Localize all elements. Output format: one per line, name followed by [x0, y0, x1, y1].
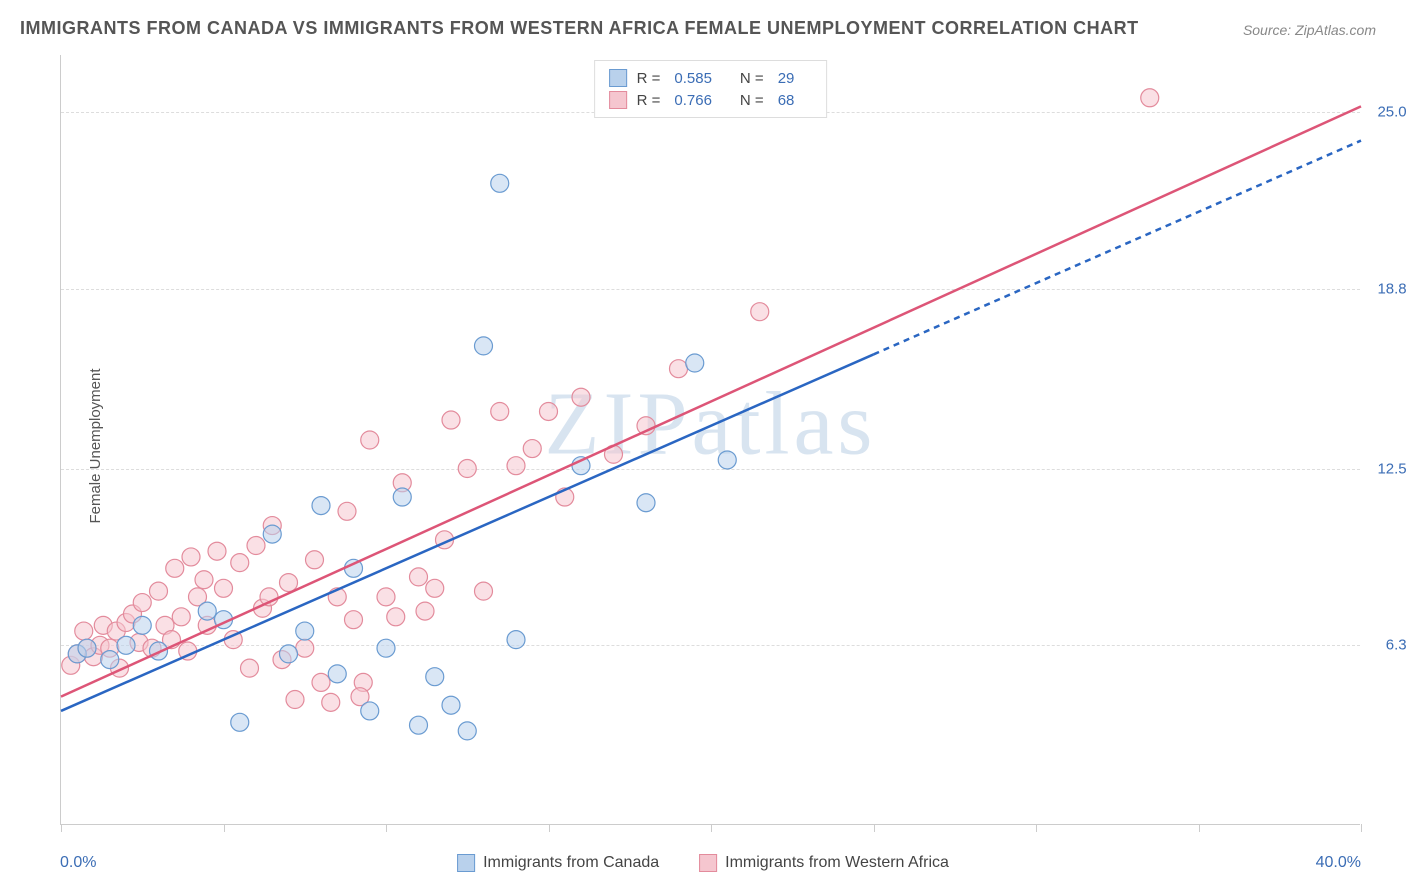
scatter-svg: [61, 55, 1360, 824]
swatch-canada: [609, 69, 627, 87]
legend-item-wafrica: Immigrants from Western Africa: [699, 854, 949, 872]
source-attribution: Source: ZipAtlas.com: [1243, 22, 1376, 38]
r-label: R =: [637, 70, 661, 87]
n-label: N =: [740, 92, 764, 109]
legend-row-wafrica: R = 0.766 N = 68: [609, 89, 813, 111]
r-value-canada: 0.585: [674, 70, 712, 87]
x-axis-min: 0.0%: [60, 854, 96, 872]
legend-label-canada: Immigrants from Canada: [483, 854, 659, 872]
chart-title: IMMIGRANTS FROM CANADA VS IMMIGRANTS FRO…: [20, 18, 1139, 39]
r-value-wafrica: 0.766: [674, 92, 712, 109]
x-axis-max: 40.0%: [1316, 854, 1361, 872]
correlation-legend: R = 0.585 N = 29 R = 0.766 N = 68: [594, 60, 828, 118]
n-value-canada: 29: [778, 70, 795, 87]
swatch-wafrica: [609, 91, 627, 109]
legend-label-wafrica: Immigrants from Western Africa: [725, 854, 949, 872]
legend-item-canada: Immigrants from Canada: [457, 854, 659, 872]
n-value-wafrica: 68: [778, 92, 795, 109]
n-label: N =: [740, 70, 764, 87]
series-legend: Immigrants from Canada Immigrants from W…: [457, 854, 949, 872]
swatch-wafrica: [699, 854, 717, 872]
r-label: R =: [637, 92, 661, 109]
plot-area: ZIPatlas 6.3%12.5%18.8%25.0% R = 0.585 N…: [60, 55, 1360, 825]
swatch-canada: [457, 854, 475, 872]
legend-row-canada: R = 0.585 N = 29: [609, 67, 813, 89]
